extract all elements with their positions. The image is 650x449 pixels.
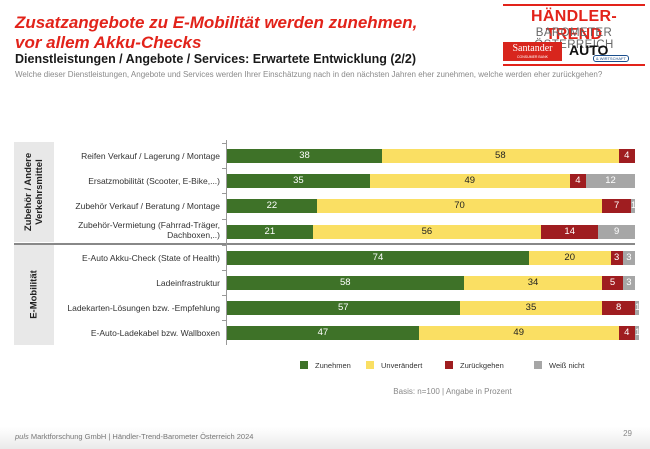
group-box-emobilitaet (14, 245, 54, 345)
legend-item-weiss-nicht: Weiß nicht (534, 361, 584, 370)
bar-segment-zunehmen: 58 (227, 276, 464, 290)
legend-swatch-zurueckgehen (445, 361, 453, 369)
auto-wirtschaft-sub: & WIRTSCHAFT (593, 55, 629, 62)
legend-label: Zunehmen (315, 361, 351, 370)
category-label: Ladeinfrastruktur (156, 278, 220, 288)
logo-brand: HÄNDLER-TREND (531, 8, 617, 43)
logo-rule-top (503, 4, 645, 6)
axis-tick (222, 244, 226, 246)
survey-question: Welche dieser Dienstleistungen, Angebote… (15, 70, 603, 79)
axis-tick (222, 270, 226, 271)
category-label: Zubehör-Vermietung (Fahrrad-Träger, Dach… (78, 219, 220, 240)
category-label: Reifen Verkauf / Lagerung / Montage (81, 151, 220, 161)
bar-segment-zurueckgehen: 14 (541, 224, 599, 239)
footer-credit: puls Marktforschung GmbH | Händler-Trend… (15, 432, 253, 441)
bar-segment-zunehmen: 21 (227, 224, 313, 239)
category-label: E-Auto Akku-Check (State of Health) (82, 252, 220, 263)
legend-item-zurueckgehen: Zurückgehen (445, 361, 504, 370)
axis-tick (222, 143, 226, 144)
bar-segment-weiss-nicht: 3 (622, 276, 635, 290)
axis-tick (222, 295, 226, 297)
bar-segment-weiss-nicht: 1 (635, 301, 640, 316)
bar-segment-zurueckgehen: 4 (569, 174, 587, 189)
bar-segment-zurueckgehen: 5 (602, 276, 623, 290)
category-axis (226, 140, 227, 345)
bar-segment-zurueckgehen: 4 (618, 149, 635, 163)
bar-segment-zunehmen: 47 (227, 326, 419, 341)
category-label: Ersatzmobilität (Scooter, E-Bike,...) (88, 176, 220, 187)
category-label: Zubehör Verkauf / Beratung / Montage (75, 201, 220, 212)
axis-tick (222, 218, 226, 220)
title-line-1: Zusatzangebote zu E-Mobilität werden zun… (15, 13, 418, 32)
bar-segment-weiss-nicht: 1 (635, 326, 640, 341)
bar-segment-zunehmen: 74 (227, 250, 529, 265)
legend-swatch-zunehmen (300, 361, 308, 369)
bar-segment-unveraendert: 35 (459, 301, 603, 316)
bar-segment-zunehmen: 38 (227, 149, 383, 163)
group-label-zubehoer: Zubehör / Andere Verkehrsmittel (23, 142, 45, 242)
group-label-zubehoer-text: Zubehör / Andere Verkehrsmittel (23, 152, 45, 232)
legend-label: Zurückgehen (460, 361, 504, 370)
title-line-2: vor allem Akku-Checks (15, 33, 202, 52)
logo-rule-bottom (503, 64, 645, 66)
bar-segment-zunehmen: 35 (227, 174, 370, 189)
category-label: E-Auto-Ladekabel bzw. Wallboxen (90, 328, 220, 339)
bar-segment-zunehmen: 57 (227, 301, 460, 316)
chart-subtitle: Dienstleistungen / Angebote / Services: … (15, 52, 417, 66)
bar-segment-zurueckgehen: 4 (618, 326, 635, 341)
bar-segment-unveraendert: 58 (382, 149, 619, 163)
bar-segment-weiss-nicht: 9 (598, 224, 635, 239)
footer-background (0, 427, 650, 449)
santander-sub: CONSUMER BANK (517, 55, 548, 59)
axis-tick (222, 320, 226, 322)
haendler-trend-logo: HÄNDLER-TREND BAROMETER ÖSTERREICH Santa… (503, 2, 647, 68)
legend-label: Unverändert (381, 361, 423, 370)
bar-segment-zunehmen: 22 (227, 199, 317, 214)
bar-segment-weiss-nicht: 3 (622, 250, 635, 265)
slide-title: Zusatzangebote zu E-Mobilität werden zun… (15, 13, 417, 53)
axis-tick (222, 168, 226, 170)
bar-segment-zurueckgehen: 8 (602, 301, 635, 316)
santander-logo: Santander CONSUMER BANK (503, 42, 562, 61)
legend-swatch-unveraendert (366, 361, 374, 369)
bar-segment-unveraendert: 20 (528, 250, 611, 265)
group-separator (14, 243, 635, 245)
basis-note: Basis: n=100 | Angabe in Prozent (393, 387, 512, 396)
legend-item-zunehmen: Zunehmen (300, 361, 351, 370)
legend-item-unveraendert: Unverändert (366, 361, 422, 370)
legend-swatch-weiss-nicht (534, 361, 542, 369)
bar-segment-zurueckgehen: 3 (610, 250, 623, 265)
santander-name: Santander (512, 43, 553, 54)
page-number: 29 (623, 429, 632, 438)
group-label-emobilitaet: E-Mobilität (28, 270, 40, 319)
bar-segment-weiss-nicht: 1 (630, 199, 635, 214)
bar-segment-unveraendert: 70 (316, 199, 603, 214)
auto-wirtschaft-logo: AUTO (569, 42, 609, 58)
axis-tick (222, 193, 226, 195)
group-box-zubehoer (14, 142, 54, 242)
bar-segment-unveraendert: 56 (312, 224, 542, 239)
bar-segment-zurueckgehen: 7 (602, 199, 631, 214)
footer-text: Marktforschung GmbH | Händler-Trend-Baro… (28, 432, 254, 441)
legend-label: Weiß nicht (549, 361, 585, 370)
bar-segment-weiss-nicht: 12 (586, 174, 635, 189)
bar-segment-unveraendert: 49 (369, 174, 570, 189)
category-label: Ladekarten-Lösungen bzw. -Empfehlung (67, 303, 220, 314)
footer-brand: puls (15, 432, 29, 441)
bar-segment-unveraendert: 49 (418, 326, 619, 341)
bar-segment-unveraendert: 34 (463, 276, 603, 290)
